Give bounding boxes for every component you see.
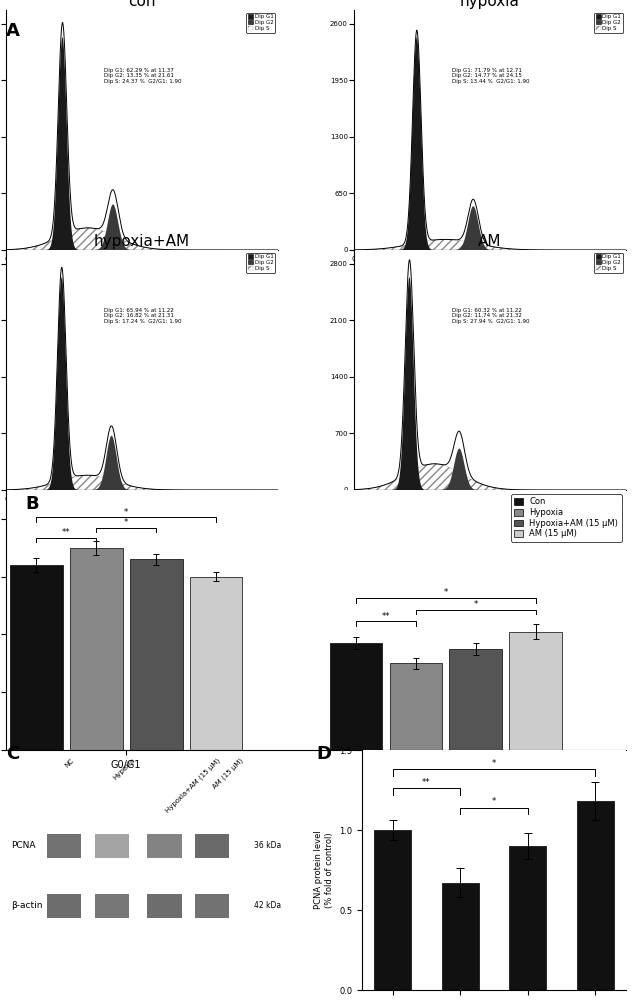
Text: *: * [124,518,128,527]
Text: β-actin: β-actin [11,902,43,910]
Title: con: con [128,0,156,9]
Title: hypoxia+AM: hypoxia+AM [94,234,190,249]
Text: *: * [444,588,448,597]
Legend: Con, Hypoxia, Hypoxia+AM (15 μM), AM (15 μM): Con, Hypoxia, Hypoxia+AM (15 μM), AM (15… [511,494,621,542]
Text: **: ** [382,612,390,621]
Bar [374,830,411,990]
Text: **: ** [422,778,430,787]
Text: PCNA: PCNA [11,841,36,850]
X-axis label: Channels (FL2-A-PE-A): Channels (FL2-A-PE-A) [100,264,185,273]
X-axis label: Channels (FL2-A-PE-A): Channels (FL2-A-PE-A) [447,264,532,273]
Text: C: C [6,745,20,763]
Bar [190,577,243,750]
Bar [389,663,442,750]
Text: **: ** [62,528,71,537]
Text: D: D [316,745,331,763]
Title: AM: AM [478,234,502,249]
Bar [10,565,63,750]
X-axis label: Channels (FL2-A-PE-A): Channels (FL2-A-PE-A) [100,504,185,513]
Bar [70,548,123,750]
FancyBboxPatch shape [195,834,229,858]
Text: AM (15 μM): AM (15 μM) [212,757,245,790]
X-axis label: Channels (FL2-A-PE-A): Channels (FL2-A-PE-A) [447,504,532,513]
Bar [329,643,382,750]
Bar [509,846,546,990]
Text: *: * [492,759,496,768]
Text: *: * [492,797,496,806]
Bar [576,801,614,990]
Text: NC: NC [64,757,76,769]
Text: Dip G1: 65.94 % at 11.22
Dip G2: 16.82 % at 21.31
Dip S: 17.24 %  G2/G1: 1.90: Dip G1: 65.94 % at 11.22 Dip G2: 16.82 %… [104,308,181,324]
FancyBboxPatch shape [47,894,82,918]
Bar [449,649,502,750]
FancyBboxPatch shape [195,894,229,918]
Text: Dip G1: 60.32 % at 11.22
Dip G2: 11.74 % at 21.32
Dip S: 27.94 %  G2/G1: 1.90: Dip G1: 60.32 % at 11.22 Dip G2: 11.74 %… [452,308,530,324]
Text: Dip G1: 71.79 % at 12.71
Dip G2: 14.77 % at 24.15
Dip S: 13.44 %  G2/G1: 1.90: Dip G1: 71.79 % at 12.71 Dip G2: 14.77 %… [452,68,530,84]
Legend: Dip G1, Dip G2, Dip S: Dip G1, Dip G2, Dip S [246,253,275,273]
Legend: Dip G1, Dip G2, Dip S: Dip G1, Dip G2, Dip S [246,13,275,33]
FancyBboxPatch shape [147,894,181,918]
Text: 42 kDa: 42 kDa [254,902,281,910]
Text: B: B [25,495,39,513]
FancyBboxPatch shape [47,834,82,858]
Bar [130,559,183,750]
Text: *: * [474,600,478,609]
Legend: Dip G1, Dip G2, Dip S: Dip G1, Dip G2, Dip S [594,253,623,273]
Text: Hypoxia+AM (15 μM): Hypoxia+AM (15 μM) [164,757,221,814]
Text: 36 kDa: 36 kDa [254,841,281,850]
Text: Hypoxia: Hypoxia [112,757,136,781]
Title: hypoxia: hypoxia [460,0,520,9]
Text: A: A [6,22,20,40]
Text: Dip G1: 62.29 % at 11.37
Dip G2: 13.35 % at 21.61
Dip S: 24.37 %  G2/G1: 1.90: Dip G1: 62.29 % at 11.37 Dip G2: 13.35 %… [104,68,181,84]
Y-axis label: PCNA protein level
(% fold of control): PCNA protein level (% fold of control) [314,831,334,909]
Legend: Dip G1, Dip G2, Dip S: Dip G1, Dip G2, Dip S [594,13,623,33]
FancyBboxPatch shape [95,834,129,858]
Bar [509,632,562,750]
Text: *: * [124,508,128,517]
Bar [442,883,478,990]
FancyBboxPatch shape [147,834,181,858]
FancyBboxPatch shape [95,894,129,918]
